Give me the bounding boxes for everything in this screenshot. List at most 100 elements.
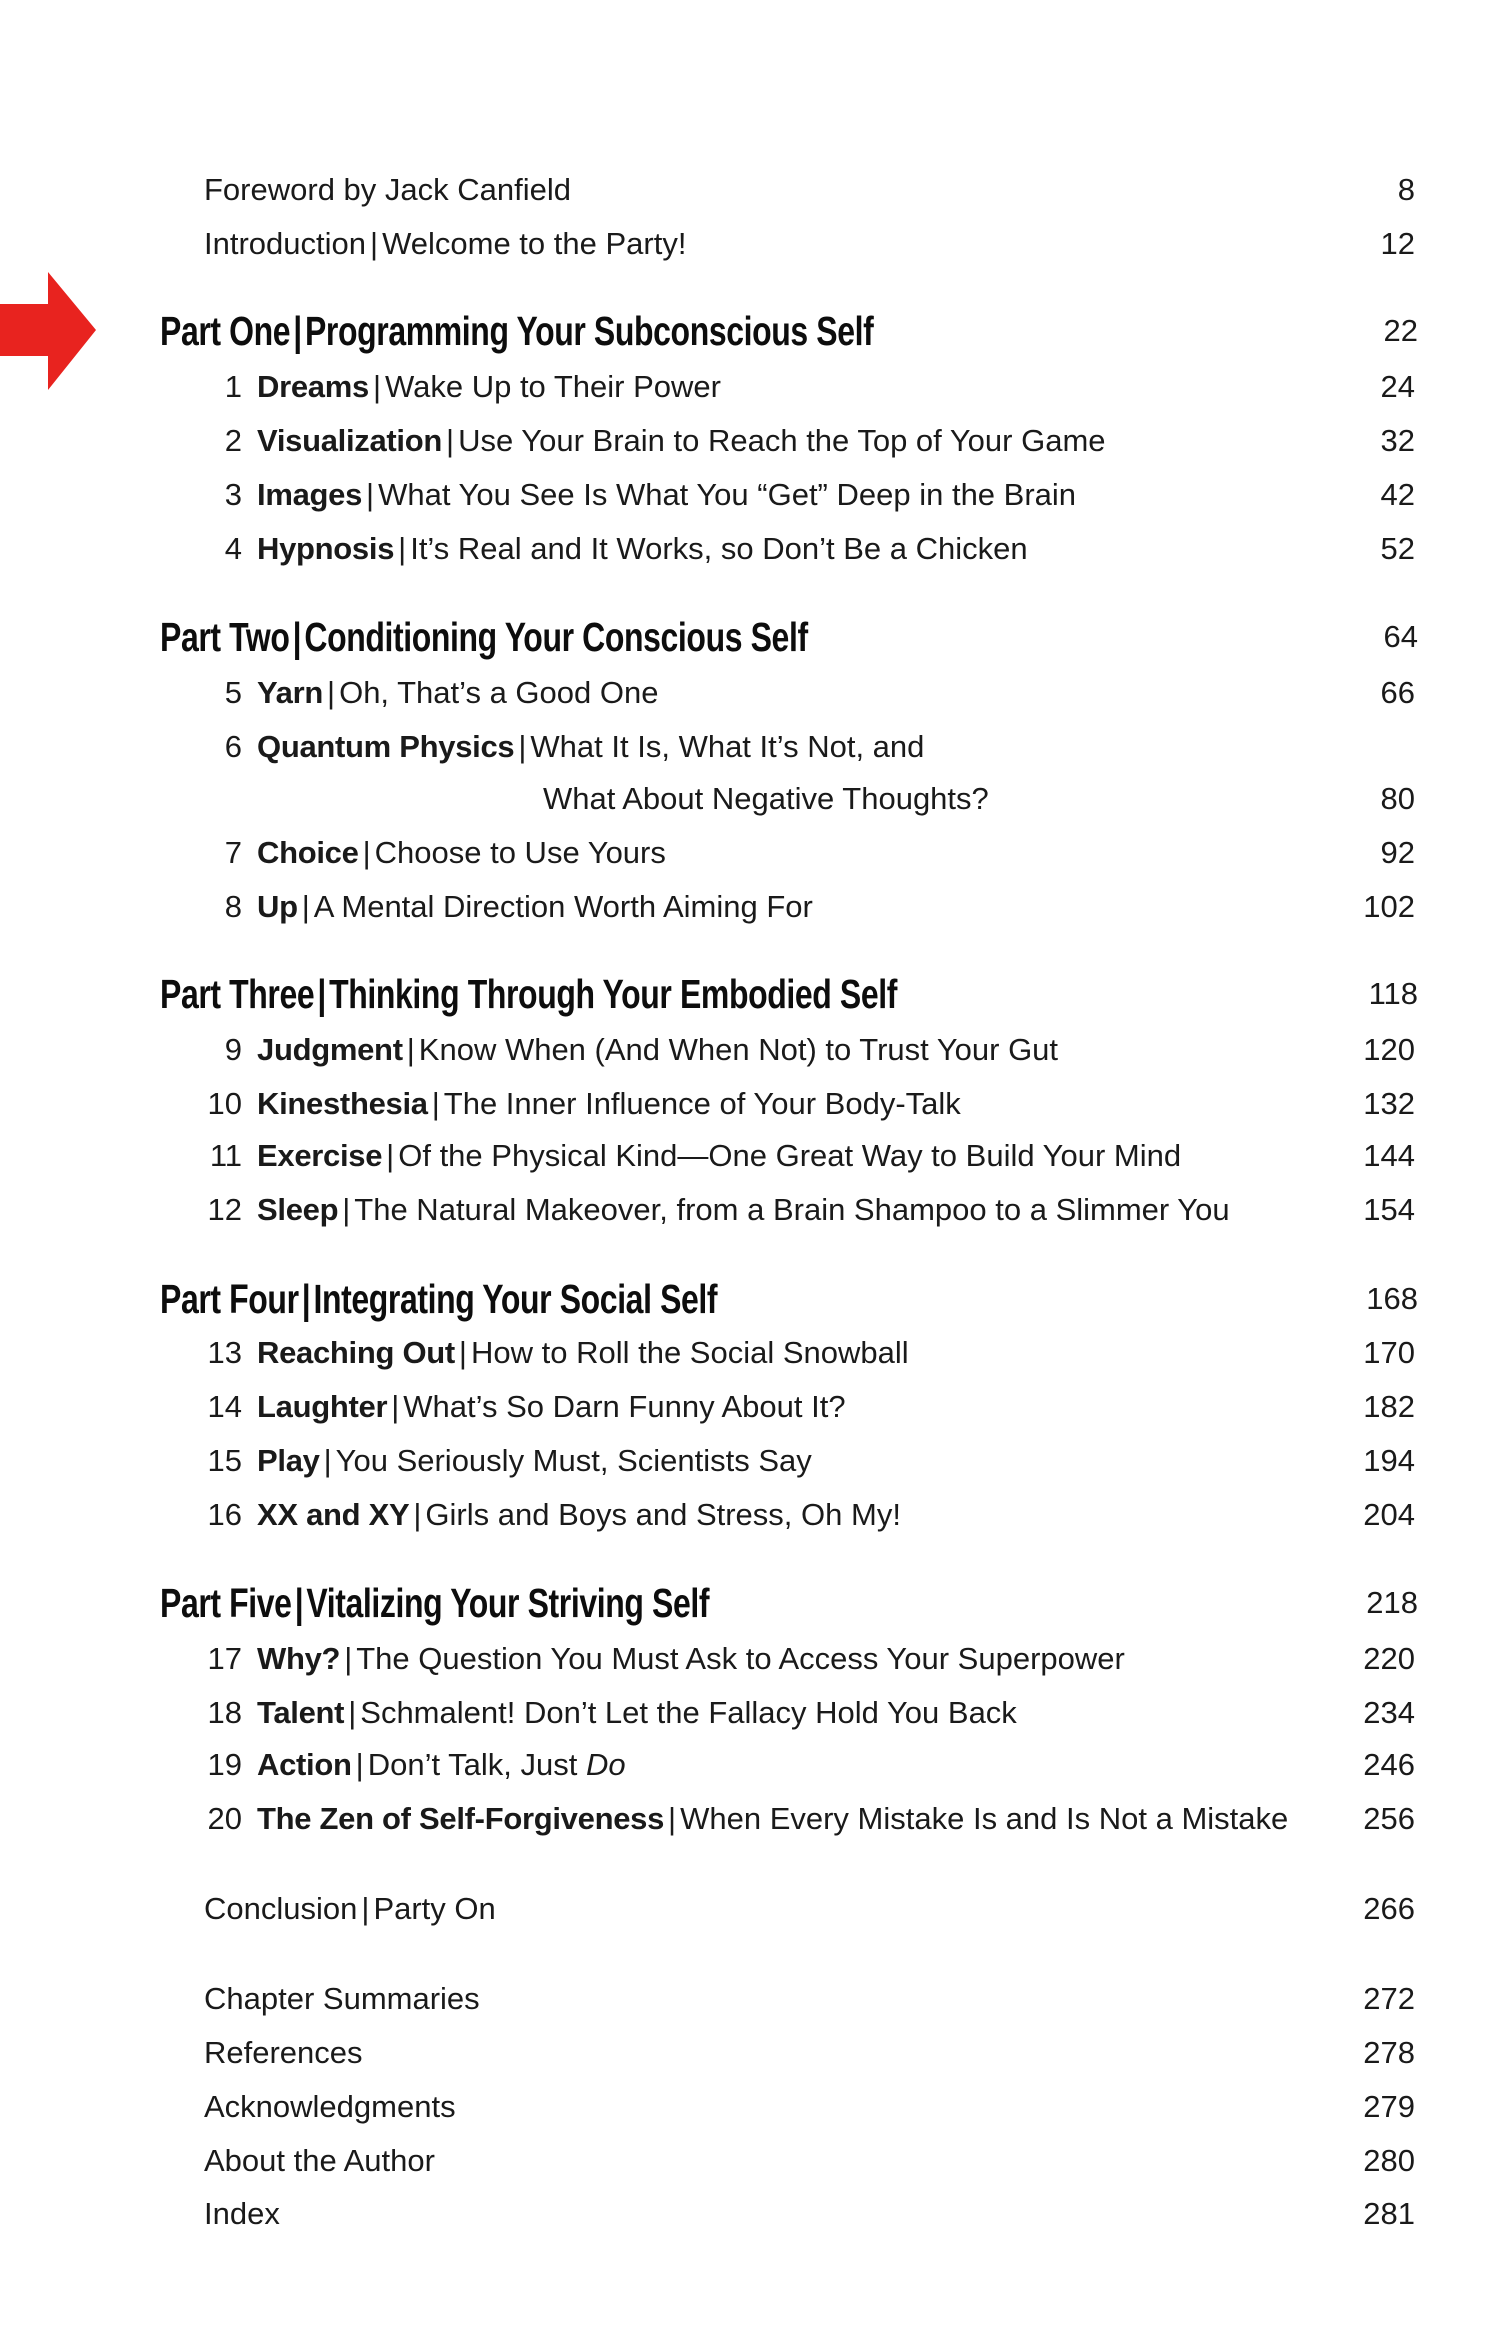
toc-chapter-entry: 19 Action | Don’t Talk, Just Do 246 — [0, 1743, 1500, 1787]
page-number: 218 — [1366, 1585, 1418, 1620]
entry-title: Reaching Out | How to Roll the Social Snow… — [257, 1331, 909, 1375]
entry-title: Quantum Physics | What It Is, What It’s No… — [257, 725, 924, 769]
toc-chapter-entry: 17 Why? | The Question You Must Ask to Acce… — [0, 1637, 1500, 1681]
entry-title: Introduction | Welcome to the Party! — [204, 222, 686, 266]
separator: | — [446, 423, 455, 458]
toc-chapter-entry: 6 Quantum Physics | What It Is, What It’s N… — [0, 725, 1500, 769]
toc-chapter-entry: 14 Laughter | What’s So Darn Funny About It… — [0, 1385, 1500, 1429]
entry-subtitle: Vitalizing Your Striving Self — [306, 1580, 710, 1626]
entry-title: Yarn | Oh, That’s a Good One — [257, 671, 658, 715]
entry-title-text: Sleep — [257, 1192, 339, 1227]
toc-part-heading: Part Four|Integrating Your Social Self 16… — [0, 1277, 1500, 1321]
entry-title: Part One|Programming Your Subconscious S… — [160, 308, 874, 354]
entry-title-text: Hypnosis — [257, 531, 395, 566]
entry-subtitle: Programming Your Subconscious Self — [304, 308, 874, 354]
toc-chapter-entry: 18 Talent | Schmalent! Don’t Let the Fallac… — [0, 1691, 1500, 1735]
entry-title: Visualization | Use Your Brain to Reach th… — [257, 419, 1106, 463]
separator: | — [398, 531, 407, 566]
page-number: 24 — [1380, 369, 1415, 404]
entry-title: Why? | The Question You Must Ask to Access… — [257, 1637, 1125, 1681]
entry-subtitle: Schmalent! Don’t Let the Fallacy Hold Yo… — [360, 1695, 1017, 1730]
separator: | — [458, 1335, 467, 1370]
separator: | — [355, 1747, 364, 1782]
entry-title-text: Quantum Physics — [257, 729, 515, 764]
page-number: 182 — [1363, 1389, 1415, 1424]
page-number: 80 — [1380, 781, 1415, 816]
entry-subtitle: A Mental Direction Worth Aiming For — [313, 889, 813, 924]
entry-title: What About Negative Thoughts? — [543, 777, 989, 821]
entry-subtitle: The Natural Makeover, from a Brain Shamp… — [354, 1192, 1230, 1227]
entry-title-text: Part Five — [160, 1580, 292, 1626]
entry-title-text: Laughter — [257, 1389, 388, 1424]
separator: | — [327, 675, 336, 710]
chapter-number: 10 — [207, 1086, 242, 1121]
toc-chapter-entry: 11 Exercise | Of the Physical Kind—One Grea… — [0, 1134, 1500, 1178]
entry-title: XX and XY | Girls and Boys and Stress, Oh … — [257, 1493, 901, 1537]
separator: | — [386, 1138, 395, 1173]
separator: | — [348, 1695, 357, 1730]
entry-title: Acknowledgments — [204, 2085, 456, 2129]
entry-title: Talent | Schmalent! Don’t Let the Fallacy … — [257, 1691, 1017, 1735]
chapter-number: 4 — [224, 531, 242, 566]
toc-part-heading: Part Five|Vitalizing Your Striving Self 2… — [0, 1581, 1500, 1625]
separator: | — [406, 1032, 415, 1067]
toc-chapter-entry: 13 Reaching Out | How to Roll the Social Sn… — [0, 1331, 1500, 1375]
separator: | — [293, 308, 302, 354]
toc-chapter-entry: 7 Choice | Choose to Use Yours 92 — [0, 831, 1500, 875]
separator: | — [361, 1891, 370, 1926]
page-number: 118 — [1368, 976, 1418, 1011]
page-number: 52 — [1380, 531, 1415, 566]
entry-title: Part Five|Vitalizing Your Striving Self — [160, 1580, 710, 1626]
page-number: 194 — [1363, 1443, 1415, 1478]
entry-subtitle: Don’t Talk, Just — [367, 1747, 586, 1782]
entry-title: Sleep | The Natural Makeover, from a Brain… — [257, 1188, 1230, 1232]
entry-subtitle: Oh, That’s a Good One — [339, 675, 659, 710]
page-number: 281 — [1363, 2196, 1415, 2231]
page-number: 144 — [1363, 1138, 1415, 1173]
page-number: 280 — [1363, 2143, 1415, 2178]
separator: | — [301, 889, 310, 924]
toc-part-heading: Part Two|Conditioning Your Conscious Sel… — [0, 615, 1500, 659]
entry-title-text: Acknowledgments — [204, 2089, 456, 2124]
entry-title-text: Why? — [257, 1641, 341, 1676]
entry-title: Choice | Choose to Use Yours — [257, 831, 666, 875]
entry-title-text: Chapter Summaries — [204, 1981, 480, 2016]
chapter-number: 13 — [207, 1335, 242, 1370]
entry-title-text: Part Four — [160, 1276, 299, 1322]
toc-entry: Introduction | Welcome to the Party! 12 — [0, 222, 1500, 266]
entry-title-text: Part Two — [160, 614, 290, 660]
entry-subtitle: The Inner Influence of Your Body-Talk — [443, 1086, 961, 1121]
separator: | — [391, 1389, 400, 1424]
entry-subtitle: Party On — [373, 1891, 496, 1926]
entry-title: About the Author — [204, 2139, 435, 2183]
chapter-number: 15 — [207, 1443, 242, 1478]
entry-title: Kinesthesia | The Inner Influence of Your … — [257, 1082, 961, 1126]
toc-chapter-entry: 1 Dreams | Wake Up to Their Power 24 — [0, 365, 1500, 409]
separator: | — [668, 1801, 677, 1836]
entry-title: Judgment | Know When (And When Not) to Tru… — [257, 1028, 1058, 1072]
entry-title-text: Foreword by Jack Canfield — [204, 172, 571, 207]
entry-subtitle: Thinking Through Your Embodied Self — [329, 971, 898, 1017]
separator: | — [323, 1443, 332, 1478]
entry-title-text: Talent — [257, 1695, 345, 1730]
toc-entry: References 278 — [0, 2031, 1500, 2075]
entry-subtitle: When Every Mistake Is and Is Not a Mista… — [680, 1801, 1289, 1836]
page-number: 64 — [1383, 619, 1418, 654]
page-number: 246 — [1363, 1747, 1415, 1782]
separator: | — [362, 835, 371, 870]
page-number: 120 — [1363, 1032, 1415, 1067]
toc-chapter-entry: 20 The Zen of Self-Forgiveness | When Every… — [0, 1797, 1500, 1841]
entry-title: Laughter | What’s So Darn Funny About It? — [257, 1385, 846, 1429]
entry-title-text: Choice — [257, 835, 359, 870]
entry-title-text: Conclusion — [204, 1891, 358, 1926]
toc-chapter-entry: 2 Visualization | Use Your Brain to Reach t… — [0, 419, 1500, 463]
entry-title: Hypnosis | It’s Real and It Works, so Don’… — [257, 527, 1028, 571]
chapter-number: 7 — [224, 835, 242, 870]
toc-chapter-entry: 15 Play | You Seriously Must, Scientists Sa… — [0, 1439, 1500, 1483]
entry-subtitle: Of the Physical Kind—One Great Way to Bu… — [398, 1138, 1182, 1173]
chapter-number: 6 — [224, 729, 242, 764]
entry-title-text: Introduction — [204, 226, 366, 261]
page-number: 168 — [1366, 1281, 1418, 1316]
toc-entry: Index 281 — [0, 2192, 1500, 2236]
entry-title-text: Part Three — [160, 971, 315, 1017]
